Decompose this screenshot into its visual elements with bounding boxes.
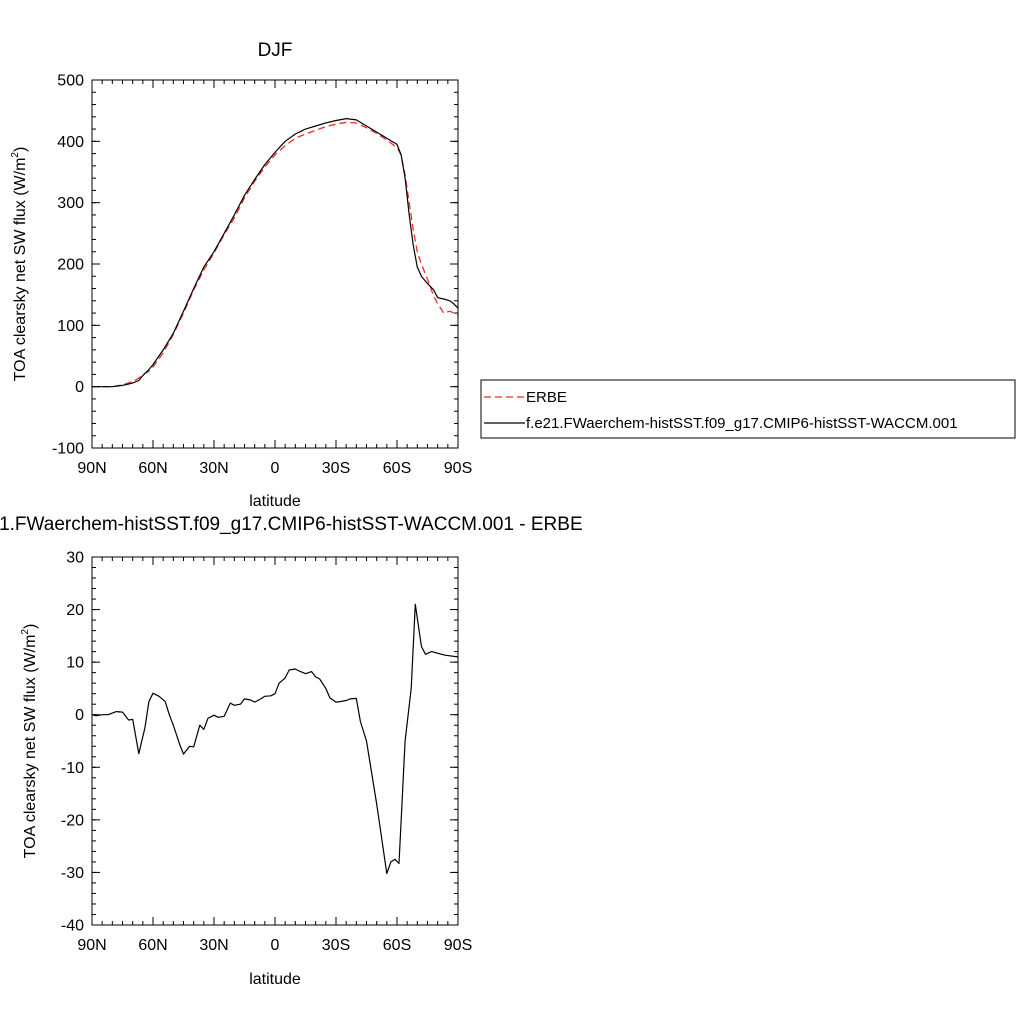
bottom-chart-title: f.e21.FWaerchem-histSST.f09_g17.CMIP6-hi…	[0, 514, 583, 535]
top-y-tick-label: 300	[57, 195, 84, 212]
bottom-x-tick-label: 90S	[444, 937, 472, 954]
top-y-axis-label-sup: 2	[10, 152, 21, 158]
bottom-y-axis-label: TOA clearsky net SW flux (W/m2)	[20, 624, 39, 859]
top-x-tick-label: 60S	[383, 460, 411, 477]
top-y-tick-label: 0	[75, 379, 84, 396]
bottom-x-tick-label: 90N	[77, 937, 106, 954]
bottom-x-axis-label: latitude	[249, 971, 301, 988]
bottom-x-tick-label: 0	[271, 937, 280, 954]
bottom-y-axis-label-main: TOA clearsky net SW flux (W/m	[22, 635, 39, 859]
bottom-chart: f.e21.FWaerchem-histSST.f09_g17.CMIP6-hi…	[0, 514, 583, 988]
top-x-tick-label: 60N	[138, 460, 167, 477]
legend-label-model: f.e21.FWaerchem-histSST.f09_g17.CMIP6-hi…	[526, 415, 958, 432]
top-y-tick-label: 400	[57, 134, 84, 151]
top-chart: DJF 90N 60N 30N 0 30S 60S 90S -100 0 100 200 300 400…	[10, 40, 472, 510]
bottom-plot-area: 90N 60N 30N 0 30S 60S 90S -40 -30 -20 -10 0 10 20 30	[61, 550, 472, 955]
bottom-y-tick-label: 0	[75, 707, 84, 724]
top-series-line-erbe	[92, 121, 459, 388]
top-x-tick-label: 0	[271, 460, 280, 477]
top-x-tick-label: 90N	[77, 460, 106, 477]
top-series-line-model	[92, 117, 459, 388]
legend-label-erbe: ERBE	[526, 389, 567, 406]
top-x-tick-label: 90S	[444, 460, 472, 477]
top-y-tick-label: -100	[52, 441, 84, 458]
bottom-y-tick-label: 30	[66, 550, 84, 567]
top-chart-title: DJF	[258, 40, 293, 61]
bottom-series-line-difference	[91, 603, 459, 875]
top-x-axis-label: latitude	[249, 493, 301, 510]
bottom-plot-frame	[91, 556, 459, 926]
bottom-x-tick-label: 30S	[322, 937, 350, 954]
bottom-y-axis-label-sup: 2	[20, 629, 31, 635]
top-x-tick-label: 30S	[322, 460, 350, 477]
bottom-y-axis-label-close: )	[22, 624, 39, 629]
top-plot-area: 90N 60N 30N 0 30S 60S 90S -100 0 100 200 300 400 500	[52, 73, 472, 478]
bottom-x-tick-label: 30N	[199, 937, 228, 954]
bottom-x-tick-label: 60N	[138, 937, 167, 954]
top-x-tick-label: 30N	[199, 460, 228, 477]
top-y-axis-label: TOA clearsky net SW flux (W/m2)	[10, 147, 29, 382]
top-y-tick-label: 200	[57, 257, 84, 274]
bottom-y-tick-label: 20	[66, 602, 84, 619]
top-plot-frame	[91, 79, 459, 449]
legend-box	[480, 379, 1016, 439]
top-y-axis-label-main: TOA clearsky net SW flux (W/m	[12, 158, 29, 382]
top-y-tick-label: 500	[57, 73, 84, 90]
bottom-y-tick-label: -30	[61, 865, 84, 882]
legend: ERBE f.e21.FWaerchem-histSST.f09_g17.CMI…	[480, 379, 1016, 439]
bottom-y-tick-label: -10	[61, 760, 84, 777]
bottom-y-tick-label: 10	[66, 655, 84, 672]
bottom-x-tick-label: 60S	[383, 937, 411, 954]
bottom-y-tick-label: -40	[61, 918, 84, 935]
bottom-y-tick-label: -20	[61, 812, 84, 829]
top-y-axis-label-close: )	[12, 147, 29, 152]
top-y-tick-label: 100	[57, 318, 84, 335]
